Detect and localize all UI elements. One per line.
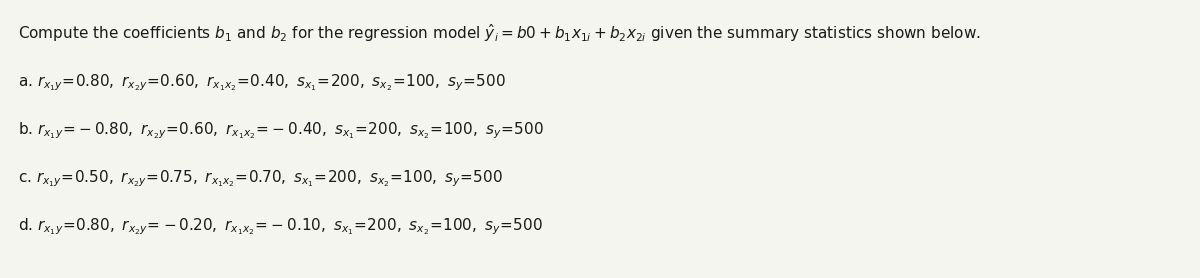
Text: d. $r_{x_1y}\!=\!0.80,\ r_{x_2y}\!=\!-0.20,\ r_{x_1x_2}\!=\!-0.10,\ s_{x_1}\!=\!: d. $r_{x_1y}\!=\!0.80,\ r_{x_2y}\!=\!-0.… bbox=[18, 216, 542, 237]
Text: c. $r_{x_1y}\!=\!0.50,\ r_{x_2y}\!=\!0.75,\ r_{x_1x_2}\!=\!0.70,\ s_{x_1}\!=\!20: c. $r_{x_1y}\!=\!0.50,\ r_{x_2y}\!=\!0.7… bbox=[18, 168, 503, 188]
Text: Compute the coefficients $b_1$ and $b_2$ for the regression model $\hat{y}_i = b: Compute the coefficients $b_1$ and $b_2$… bbox=[18, 22, 980, 44]
Text: b. $r_{x_1y}\!=\!-0.80,\ r_{x_2y}\!=\!0.60,\ r_{x_1x_2}\!=\!-0.40,\ s_{x_1}\!=\!: b. $r_{x_1y}\!=\!-0.80,\ r_{x_2y}\!=\!0.… bbox=[18, 120, 544, 141]
Text: a. $r_{x_1y}\!=\!0.80,\ r_{x_2y}\!=\!0.60,\ r_{x_1x_2}\!=\!0.40,\ s_{x_1}\!=\!20: a. $r_{x_1y}\!=\!0.80,\ r_{x_2y}\!=\!0.6… bbox=[18, 72, 506, 93]
